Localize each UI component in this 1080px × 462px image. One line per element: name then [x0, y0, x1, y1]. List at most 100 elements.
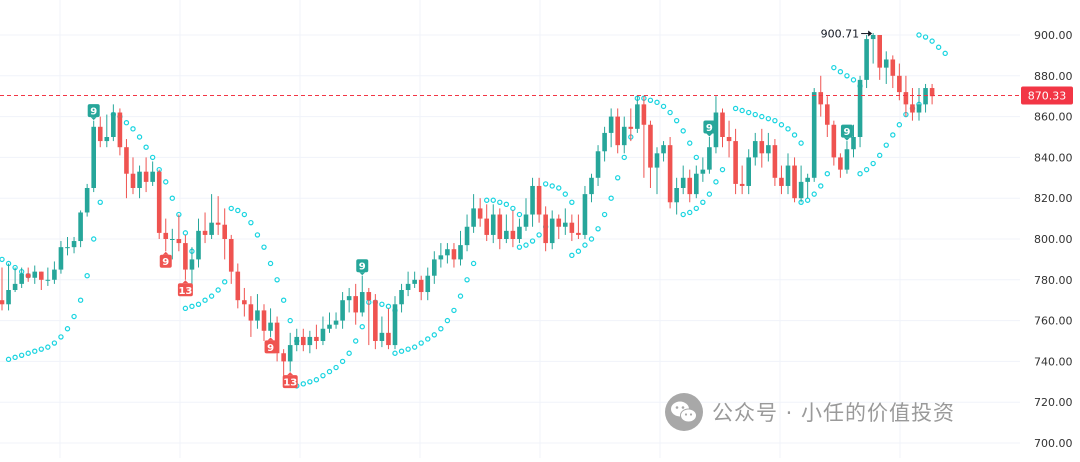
candle [883, 51, 889, 84]
candle [71, 236, 77, 254]
candle [772, 139, 778, 186]
candle [0, 267, 5, 311]
sar-dot [241, 211, 248, 218]
candle [929, 83, 935, 105]
td-marker: 9 [703, 120, 716, 137]
candle [268, 308, 273, 337]
sar-dot [922, 34, 929, 40]
sar-dot [51, 340, 58, 346]
candle [641, 96, 647, 178]
candle [117, 108, 123, 156]
candle [726, 120, 732, 158]
sar-dot [287, 317, 293, 324]
y-tick-label: 880.00 [1034, 70, 1073, 83]
sar-dot [739, 107, 745, 114]
candle [340, 292, 345, 329]
sar-dot [549, 183, 555, 189]
candle [752, 132, 758, 166]
sar-dot [510, 205, 516, 212]
candle [215, 196, 221, 235]
candle [759, 128, 765, 168]
sar-dot [857, 171, 863, 177]
candle [202, 212, 208, 244]
sar-dot [693, 154, 700, 161]
candle [831, 120, 837, 166]
sar-dot [25, 350, 31, 356]
candle [156, 169, 162, 239]
candle [785, 153, 791, 195]
candle [58, 241, 64, 274]
sar-dot [804, 197, 811, 203]
candle [19, 267, 24, 288]
td-marker: 9 [840, 124, 853, 141]
sar-dot [746, 109, 752, 116]
candle [12, 267, 18, 293]
candle [392, 296, 398, 350]
sar-dot [398, 348, 405, 354]
candle [890, 55, 896, 89]
sar-dot [189, 303, 195, 310]
sar-dot [97, 199, 103, 205]
td-marker-label: 9 [359, 262, 366, 273]
td-marker: 9 [87, 104, 100, 121]
candle [78, 210, 83, 248]
sar-dot [77, 297, 84, 303]
candle [897, 63, 902, 101]
candle [903, 75, 909, 117]
candle [687, 169, 693, 203]
y-tick-label: 800.00 [1034, 233, 1073, 246]
candle [870, 32, 876, 64]
sar-dot [687, 209, 693, 216]
candle [497, 208, 503, 250]
candle [811, 88, 817, 182]
candle [170, 228, 175, 260]
sar-dot [353, 338, 359, 344]
candle [530, 177, 535, 227]
candle [857, 75, 863, 148]
candle [445, 243, 450, 264]
sar-dot [497, 199, 503, 205]
sar-dot [877, 152, 883, 159]
sar-dot [274, 277, 280, 283]
y-tick-label: 820.00 [1034, 192, 1073, 205]
sar-dot [556, 185, 562, 191]
high-annotation: 900.71 [821, 28, 873, 41]
sar-dot [0, 256, 5, 263]
sar-dot [824, 171, 831, 177]
candles [0, 32, 935, 378]
candle [314, 324, 319, 350]
td-marker: 9 [264, 337, 277, 354]
sar-dot [516, 211, 523, 218]
candle [183, 234, 188, 280]
sar-dot [333, 364, 339, 371]
sar-dot [215, 287, 221, 293]
sar-dot [713, 179, 719, 185]
sar-dot [208, 293, 215, 299]
candle [163, 218, 169, 252]
candle [373, 294, 378, 350]
sar-dot [202, 297, 208, 303]
sar-dot [883, 142, 889, 148]
candle [124, 139, 129, 199]
candle [333, 312, 339, 329]
candle [818, 75, 824, 117]
candle [458, 230, 463, 266]
candle [510, 210, 516, 248]
sar-dot [12, 354, 18, 361]
sar-dot [896, 122, 903, 128]
candle [209, 194, 214, 239]
sar-dot [38, 346, 45, 352]
candle [176, 214, 182, 252]
wechat-icon [665, 393, 703, 431]
watermark-text: 公众号 · 小任的价值投资 [712, 401, 956, 425]
sar-dot [765, 115, 772, 122]
sar-dot [660, 103, 667, 110]
candle [628, 108, 634, 142]
sar-dot [811, 191, 817, 197]
sar-dot [346, 350, 352, 356]
candle [569, 214, 575, 242]
sar-dot [221, 279, 228, 285]
sar-dot [542, 181, 549, 187]
candle [779, 165, 784, 195]
candle [25, 267, 31, 282]
